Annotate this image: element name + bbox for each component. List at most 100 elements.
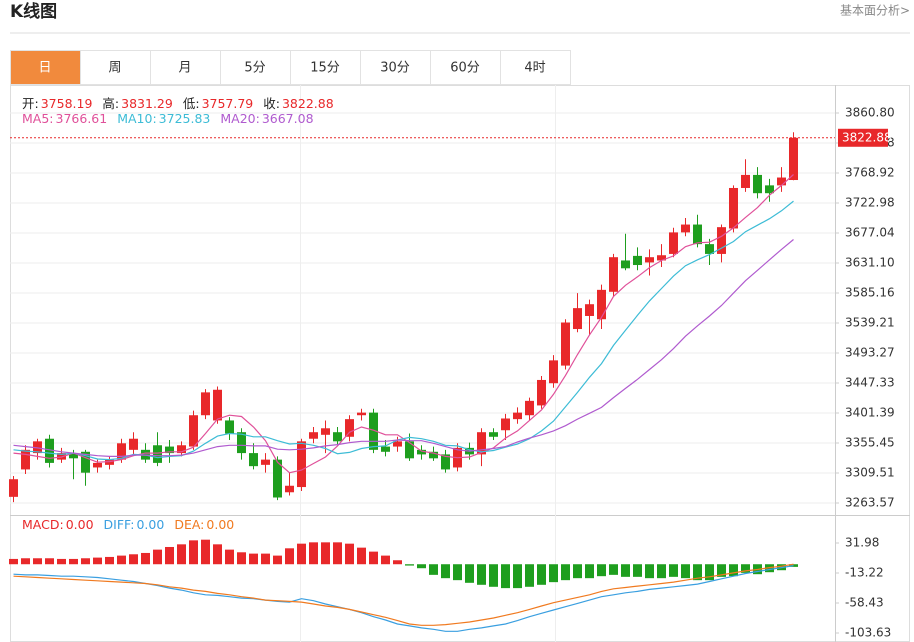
candle-body: [69, 453, 78, 459]
candle-body: [261, 459, 270, 465]
candle-body: [525, 400, 534, 416]
candle-body: [717, 227, 726, 254]
tab[interactable]: [500, 50, 571, 85]
macd-bar: [177, 544, 186, 565]
candle-body: [477, 432, 486, 455]
y-tick-label: 31.98: [845, 536, 879, 550]
macd-bar: [489, 564, 498, 587]
macd-bar: [477, 564, 486, 585]
tab[interactable]: [430, 50, 501, 85]
tab-label[interactable]: 30分: [380, 61, 410, 76]
y-tick-label: 3768.92: [845, 166, 895, 180]
info-label: 高:: [102, 96, 120, 111]
y-tick-label: 3722.98: [845, 196, 895, 210]
macd-bar: [345, 543, 354, 565]
candle-body: [753, 174, 762, 194]
candle-body: [693, 224, 702, 245]
tab-label[interactable]: 周: [108, 61, 121, 76]
candle-body: [21, 449, 30, 470]
tab[interactable]: [150, 50, 221, 85]
macd-bar: [201, 539, 210, 565]
macd-bar: [93, 557, 102, 565]
macd-bar: [273, 555, 282, 565]
candle-body: [513, 412, 522, 420]
candle-body: [669, 232, 678, 254]
candle-body: [681, 224, 690, 233]
candle-body: [417, 449, 426, 455]
macd-bar: [705, 564, 714, 581]
candle-body: [501, 418, 510, 431]
candle-body: [345, 419, 354, 437]
tab-label[interactable]: 4时: [524, 61, 545, 76]
macd-bar: [297, 543, 306, 565]
tab-label[interactable]: 5分: [244, 61, 265, 76]
candle-body: [357, 412, 366, 416]
candle-body: [285, 485, 294, 493]
candle-body: [189, 415, 198, 447]
y-tick-label: 3860.80: [845, 106, 895, 120]
macd-bar: [141, 552, 150, 565]
legend-value: 3725.83: [158, 111, 211, 126]
candle-body: [609, 257, 618, 292]
fundamental-link[interactable]: 基本面分析>: [840, 4, 910, 18]
macd-bar: [381, 555, 390, 565]
tab-label[interactable]: 日: [38, 61, 51, 76]
y-tick-label: 3585.16: [845, 286, 895, 300]
macd-bar: [33, 558, 42, 565]
tab-label[interactable]: 60分: [450, 61, 480, 76]
macd-bar: [261, 553, 270, 565]
y-tick-label: 3631.10: [845, 256, 895, 270]
candle-body: [657, 255, 666, 261]
tab[interactable]: [10, 50, 81, 85]
macd-bar: [405, 564, 414, 566]
candle-body: [429, 451, 438, 459]
macd-bar: [573, 564, 582, 579]
macd-bar: [81, 558, 90, 565]
candle-body: [81, 451, 90, 473]
y-tick-label: 3493.27: [845, 346, 895, 360]
macd-bar: [441, 564, 450, 579]
info-label: 收:: [263, 96, 280, 111]
legend-value: 0.00: [136, 517, 165, 532]
candle-body: [621, 260, 630, 269]
candle-body: [273, 459, 282, 498]
macd-bar: [609, 564, 618, 575]
macd-bar: [501, 564, 510, 589]
candle-body: [549, 360, 558, 384]
macd-bar: [237, 552, 246, 565]
y-tick-label: -13.22: [845, 566, 884, 580]
tab[interactable]: [360, 50, 431, 85]
candle-body: [117, 443, 126, 460]
candle-body: [537, 379, 546, 406]
candle-body: [489, 432, 498, 437]
y-tick-label: 3677.04: [845, 226, 895, 240]
candle-body: [45, 438, 54, 463]
info-label: 开:: [22, 96, 39, 111]
macd-bar: [285, 548, 294, 565]
ma-legend: MA5: 3766.61 MA10: 3725.83 MA20: 3667.08: [22, 111, 324, 126]
tab[interactable]: [290, 50, 361, 85]
macd-bar: [9, 558, 18, 565]
macd-bar: [69, 558, 78, 565]
macd-bar: [645, 564, 654, 579]
legend-value: 0.00: [206, 517, 235, 532]
tab-label[interactable]: 月: [178, 61, 191, 76]
tab[interactable]: [220, 50, 291, 85]
tab[interactable]: [80, 50, 151, 85]
y-tick-label: 3309.51: [845, 466, 895, 480]
info-value: 3757.79: [201, 96, 254, 111]
line: [13, 239, 794, 457]
tab-label[interactable]: 15分: [310, 61, 340, 76]
last-price-label: 3822.88: [842, 130, 892, 144]
price-info: 开: 3758.19 高: 3831.29 低: 3757.79 收: 3822.88: [22, 93, 344, 112]
candle-body: [573, 308, 582, 330]
last-price-box: [838, 128, 888, 147]
macd-bar: [453, 564, 462, 581]
macd-bar: [333, 542, 342, 565]
candle-body: [213, 389, 222, 421]
candle-body: [225, 420, 234, 434]
legend-label: DIFF:: [103, 517, 135, 532]
macd-bar: [21, 558, 30, 565]
macd-bar: [717, 564, 726, 577]
